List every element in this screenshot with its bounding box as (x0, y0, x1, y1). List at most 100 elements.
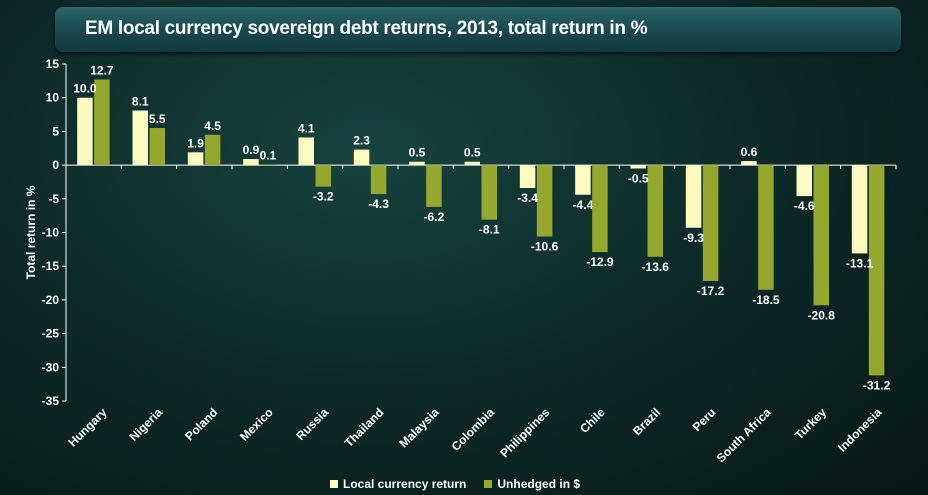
bar-unhedged-brazil (647, 165, 663, 257)
category-label: Thailand (342, 405, 387, 450)
bar-unhedged-poland (204, 134, 221, 166)
bar-local-south-africa (741, 161, 757, 166)
chart-legend: Local currency return Unhedged in $ (330, 476, 580, 492)
value-label: 0.6 (741, 145, 758, 159)
category-label: Colombia (449, 405, 498, 454)
value-label: -20.8 (808, 308, 836, 322)
bar-local-brazil (630, 165, 646, 169)
value-label: -0.5 (628, 171, 649, 185)
y-tick-label: -30 (42, 360, 60, 374)
bar-unhedged-south-africa (758, 165, 774, 290)
category-label: Indonesia (835, 405, 885, 455)
bar-local-hungary (77, 97, 93, 166)
category-label: Philippines (497, 405, 552, 460)
category-label: Turkey (792, 405, 829, 442)
bar-unhedged-philippines (536, 165, 553, 237)
bar-local-peru (685, 165, 702, 228)
category-label: Chile (577, 405, 608, 436)
bar-local-thailand (353, 149, 370, 166)
chart-title: EM local currency sovereign debt returns… (85, 18, 648, 39)
bar-unhedged-mexico (260, 164, 276, 166)
value-label: 2.3 (353, 134, 370, 148)
category-label: Brazil (630, 405, 663, 438)
y-tick-label: -15 (42, 259, 60, 273)
legend-swatch-unhedged (484, 480, 493, 488)
value-label: -3.2 (313, 190, 334, 204)
y-tick-label: 10 (46, 91, 60, 105)
bar-unhedged-chile (592, 165, 608, 253)
bar-unhedged-malaysia (426, 165, 442, 207)
category-label: Peru (690, 405, 719, 434)
chart-category-labels: Hungary Nigeria Poland Mexico Russia Thailand… (65, 405, 884, 465)
value-label: -13.1 (846, 256, 874, 270)
value-label: 8.1 (132, 95, 149, 109)
legend-item-unhedged: Unhedged in $ (484, 477, 580, 491)
y-tick-label: -20 (42, 293, 60, 307)
legend-label-local: Local currency return (343, 477, 467, 491)
y-tick-label: -25 (42, 327, 60, 341)
category-label: Russia (293, 405, 331, 443)
y-tick-label: -10 (42, 226, 60, 240)
value-label: -17.2 (697, 284, 725, 298)
value-label: -31.2 (863, 378, 891, 392)
value-label: 10.0 (73, 82, 97, 96)
value-label: 0.5 (409, 146, 426, 160)
value-label: -4.6 (794, 199, 815, 213)
bar-local-nigeria (132, 110, 148, 166)
legend-item-local: Local currency return (330, 477, 466, 491)
value-label: 5.5 (149, 112, 166, 126)
bar-local-indonesia (851, 165, 868, 254)
bar-unhedged-colombia (481, 165, 497, 220)
value-label: 12.7 (90, 64, 114, 78)
value-label: 1.9 (187, 136, 204, 150)
bar-local-mexico (243, 159, 259, 166)
bar-local-russia (298, 137, 314, 166)
bar-local-philippines (519, 165, 536, 189)
y-tick-label: 5 (52, 124, 59, 138)
y-axis-title: Total return in % (24, 185, 38, 279)
value-label: 0.1 (260, 148, 277, 162)
value-label: -3.4 (517, 191, 538, 205)
chart-bars (77, 79, 885, 376)
value-label: 4.1 (298, 121, 315, 135)
value-label: -12.9 (586, 255, 614, 269)
value-label: -4.4 (573, 198, 594, 212)
category-label: Poland (182, 405, 220, 443)
legend-label-unhedged: Unhedged in $ (497, 477, 581, 491)
bar-unhedged-turkey (813, 165, 829, 306)
value-label: -4.3 (368, 197, 389, 211)
y-tick-label: -35 (42, 394, 60, 408)
value-label: 0.5 (464, 146, 481, 160)
bar-unhedged-indonesia (868, 165, 885, 376)
y-tick-label: 0 (52, 158, 59, 172)
bar-local-poland (187, 152, 204, 166)
bar-unhedged-thailand (370, 165, 387, 195)
bar-unhedged-peru (702, 165, 719, 282)
y-tick-label: -5 (48, 192, 59, 206)
value-label: 4.5 (204, 119, 221, 133)
bar-local-colombia (464, 161, 480, 166)
bar-local-malaysia (409, 161, 425, 166)
bar-unhedged-nigeria (149, 128, 165, 166)
value-label: 0.9 (243, 143, 260, 157)
category-label: South Africa (714, 405, 774, 465)
value-label: -18.5 (752, 293, 780, 307)
value-label: -10.6 (531, 240, 559, 254)
bar-local-chile (575, 165, 591, 195)
y-tick-label: 15 (46, 57, 60, 71)
category-label: Nigeria (126, 405, 165, 444)
chart-title-bar: EM local currency sovereign debt returns… (55, 7, 901, 52)
value-label: -13.6 (642, 260, 670, 274)
legend-swatch-local (330, 480, 338, 488)
bar-unhedged-hungary (94, 79, 110, 166)
value-label: -9.3 (683, 231, 704, 245)
value-label: -8.1 (479, 223, 500, 237)
bar-unhedged-russia (315, 165, 331, 187)
category-label: Hungary (65, 405, 110, 450)
chart-value-labels: 10.0 12.7 8.15.5 1.94.5 0.9 0.1 4.1 -3.2 2.3 -4.3… (73, 64, 890, 393)
category-label: Malaysia (397, 405, 443, 451)
chart-axes: 15 10 5 0 -5 -10 -15 -20 -25 -30 -35 (42, 57, 897, 408)
category-label: Mexico (237, 405, 276, 444)
bar-local-turkey (796, 165, 812, 197)
